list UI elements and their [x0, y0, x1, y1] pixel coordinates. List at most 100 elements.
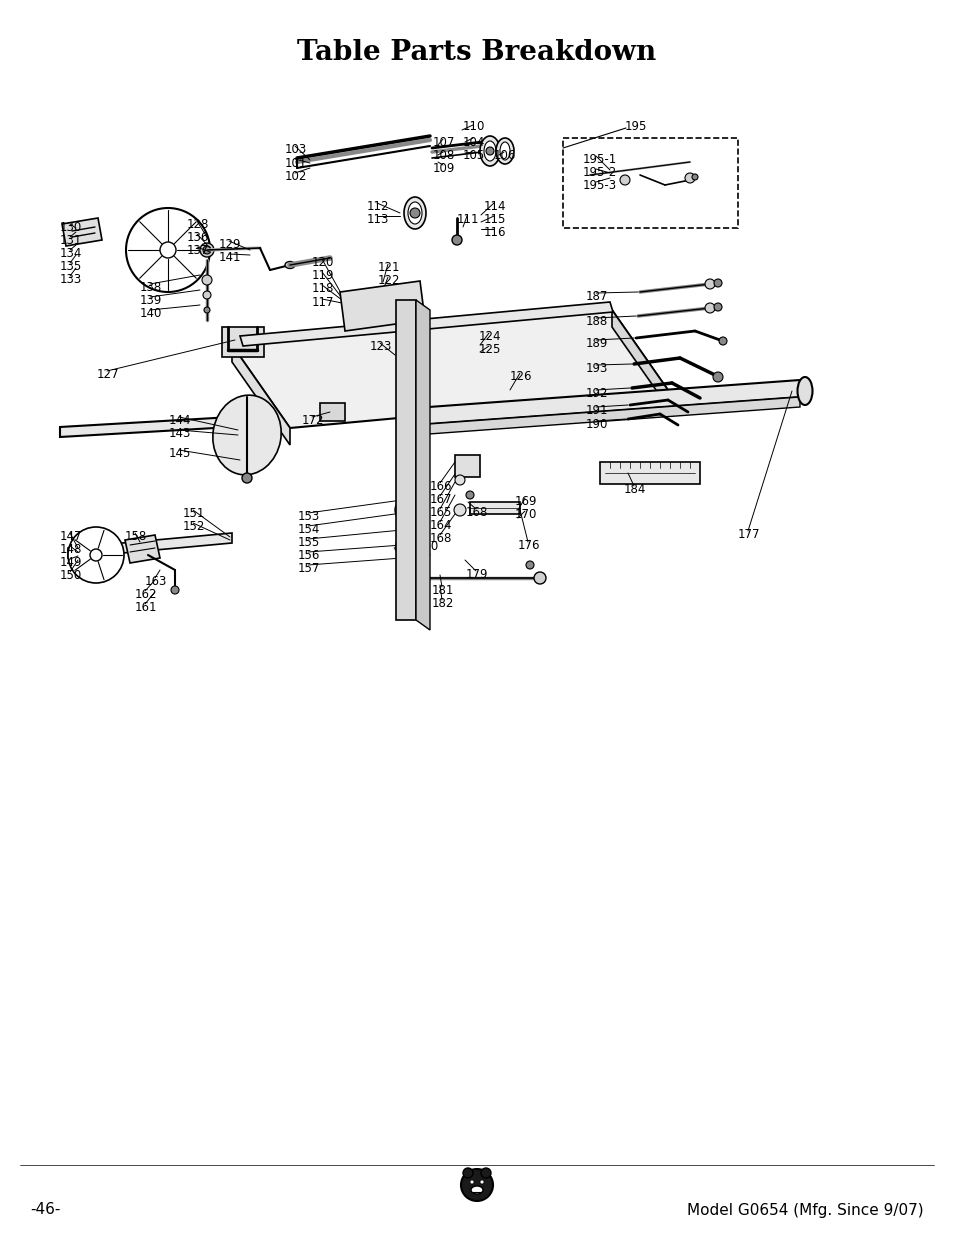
- Text: 195-2: 195-2: [582, 165, 617, 179]
- Text: 195: 195: [624, 120, 647, 133]
- Text: 120: 120: [312, 256, 334, 269]
- Circle shape: [454, 504, 465, 516]
- Circle shape: [68, 527, 124, 583]
- Text: 124: 124: [478, 330, 501, 343]
- Text: 122: 122: [377, 274, 400, 287]
- Text: 138: 138: [140, 282, 162, 294]
- Text: 180: 180: [416, 540, 438, 553]
- Text: 148: 148: [60, 543, 82, 556]
- Polygon shape: [339, 282, 424, 331]
- Circle shape: [704, 303, 714, 312]
- Text: 107: 107: [433, 136, 455, 149]
- Circle shape: [479, 1179, 483, 1184]
- Text: 126: 126: [510, 370, 532, 383]
- Text: 165: 165: [430, 506, 452, 519]
- Circle shape: [171, 585, 179, 594]
- Circle shape: [465, 492, 474, 499]
- Text: 128: 128: [187, 219, 209, 231]
- Text: 189: 189: [585, 337, 608, 350]
- Circle shape: [203, 291, 211, 299]
- Circle shape: [395, 499, 416, 521]
- Text: -46-: -46-: [30, 1203, 60, 1218]
- Text: 144: 144: [169, 414, 192, 427]
- Ellipse shape: [471, 1186, 482, 1194]
- Circle shape: [712, 372, 722, 382]
- Ellipse shape: [479, 136, 499, 165]
- Text: 154: 154: [297, 522, 320, 536]
- Text: 119: 119: [312, 269, 335, 282]
- Text: 116: 116: [483, 226, 506, 240]
- Polygon shape: [416, 300, 430, 630]
- Ellipse shape: [496, 138, 514, 164]
- Text: Table Parts Breakdown: Table Parts Breakdown: [297, 38, 656, 65]
- Text: 191: 191: [585, 404, 608, 417]
- Circle shape: [691, 174, 698, 180]
- Bar: [599, 462, 700, 484]
- Text: 125: 125: [478, 343, 501, 356]
- Polygon shape: [62, 219, 102, 246]
- Text: 150: 150: [60, 569, 82, 582]
- Ellipse shape: [213, 395, 281, 474]
- Circle shape: [713, 303, 721, 311]
- Text: 170: 170: [515, 508, 537, 521]
- Ellipse shape: [285, 262, 294, 268]
- Circle shape: [160, 242, 175, 258]
- Text: 177: 177: [738, 529, 760, 541]
- Text: 108: 108: [433, 149, 455, 162]
- Polygon shape: [415, 380, 800, 425]
- Text: 169: 169: [515, 495, 537, 508]
- Bar: [455, 454, 479, 477]
- Text: 105: 105: [462, 149, 485, 162]
- Circle shape: [480, 1168, 491, 1178]
- Text: 188: 188: [585, 315, 608, 329]
- Text: 102: 102: [285, 170, 307, 183]
- Text: 153: 153: [297, 510, 320, 522]
- Text: 149: 149: [60, 556, 82, 569]
- Circle shape: [455, 475, 464, 485]
- Circle shape: [202, 275, 212, 285]
- Circle shape: [204, 308, 210, 312]
- Circle shape: [387, 291, 393, 298]
- Text: 193: 193: [585, 362, 608, 375]
- Polygon shape: [232, 310, 669, 429]
- Text: 129: 129: [219, 238, 241, 251]
- Text: 134: 134: [60, 247, 82, 261]
- Circle shape: [200, 243, 213, 257]
- Text: 179: 179: [465, 568, 488, 580]
- Text: 103: 103: [285, 143, 307, 156]
- Circle shape: [367, 294, 373, 300]
- Bar: [470, 501, 519, 514]
- Polygon shape: [240, 303, 613, 346]
- Polygon shape: [125, 535, 160, 563]
- Text: 158: 158: [125, 530, 147, 543]
- Circle shape: [396, 480, 415, 499]
- Bar: [222, 327, 264, 357]
- Text: 106: 106: [494, 149, 516, 162]
- Text: 136: 136: [187, 231, 209, 245]
- Circle shape: [525, 561, 534, 569]
- Ellipse shape: [797, 377, 812, 405]
- Polygon shape: [415, 396, 800, 435]
- Text: 139: 139: [140, 294, 162, 308]
- Text: 157: 157: [297, 562, 320, 576]
- Text: 111: 111: [456, 212, 479, 226]
- Ellipse shape: [403, 198, 426, 228]
- Text: 151: 151: [183, 508, 205, 520]
- Text: 163: 163: [145, 576, 167, 588]
- Polygon shape: [395, 300, 416, 620]
- Text: 190: 190: [585, 417, 608, 431]
- Text: 113: 113: [367, 212, 389, 226]
- Text: 114: 114: [483, 200, 506, 212]
- Circle shape: [410, 207, 419, 219]
- Text: 161: 161: [135, 601, 157, 614]
- Text: 152: 152: [183, 520, 205, 534]
- Circle shape: [203, 246, 211, 254]
- Circle shape: [376, 293, 382, 299]
- Circle shape: [242, 473, 252, 483]
- Text: 143: 143: [169, 427, 192, 440]
- Ellipse shape: [408, 203, 421, 224]
- Text: 187: 187: [585, 290, 608, 303]
- Circle shape: [452, 235, 461, 245]
- Circle shape: [719, 337, 726, 345]
- Circle shape: [395, 535, 416, 555]
